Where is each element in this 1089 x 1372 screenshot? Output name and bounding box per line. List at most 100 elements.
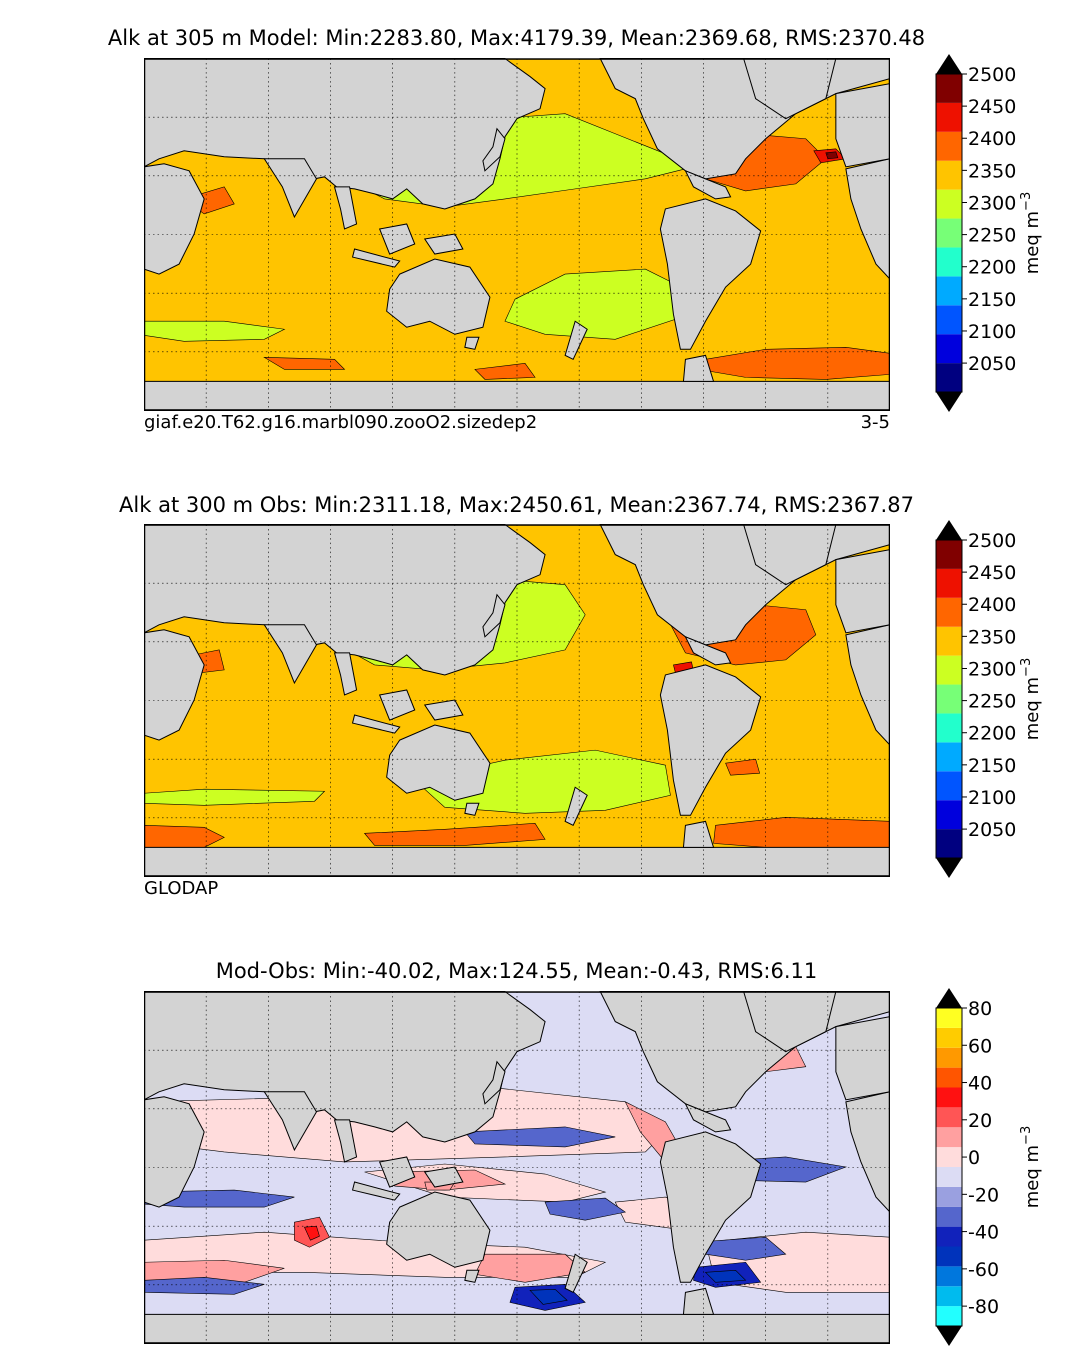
land-mass (659, 664, 762, 816)
colorbar-extend-max (936, 54, 962, 74)
panel1-footer-left: giaf.e20.T62.g16.marbl090.zooO2.sizedep2 (144, 412, 538, 433)
contour-region (474, 363, 536, 380)
land-mass (835, 83, 890, 168)
land-mass (682, 820, 715, 848)
colorbar-tick-label: 2300 (968, 658, 1016, 680)
colorbar-extend-min (936, 858, 962, 878)
contour-region (144, 1189, 295, 1208)
colorbar-segment (936, 655, 962, 685)
land-mass (423, 1166, 464, 1188)
colorbar-tick-label: -20 (968, 1184, 999, 1206)
colorbar-segment (936, 829, 962, 858)
land-mass (835, 1016, 890, 1101)
colorbar-tick-label: 2250 (968, 691, 1016, 713)
contour-region (544, 1197, 627, 1221)
colorbar-segment (936, 247, 962, 277)
contour-region (704, 1269, 747, 1283)
land-mass (144, 163, 205, 275)
colorbar-tick-label: 2450 (968, 96, 1016, 118)
contour-region (144, 1259, 285, 1283)
land-mass (464, 336, 480, 350)
land-mass (684, 635, 732, 666)
colorbar-tick-label: 60 (968, 1035, 992, 1057)
colorbar-segment (936, 568, 962, 598)
colorbar-unit-exponent: −3 (1019, 192, 1034, 211)
colorbar-segment (936, 1246, 962, 1267)
colorbar-extend-max (936, 988, 962, 1008)
colorbar-frame (935, 1007, 963, 1327)
colorbar-unit-label: meq m−3 (1019, 658, 1043, 740)
colorbar-segment (936, 771, 962, 801)
land-mass (378, 689, 416, 721)
land-mass (351, 248, 401, 268)
panel2-map (144, 524, 890, 877)
contour-region (725, 758, 761, 776)
colorbar-segment (936, 713, 962, 743)
colorbar-tick-label: 2100 (968, 787, 1016, 809)
colorbar-segment (936, 1167, 962, 1187)
colorbar-tick-label: -80 (968, 1296, 999, 1318)
colorbar-segment (936, 363, 962, 392)
land-mass (835, 549, 890, 634)
contour-region (825, 151, 839, 160)
land-mass (423, 233, 464, 255)
panel2-colorbar: 2050 2100 2150 2200 2250 2300 2350 2400 2450 2500… (935, 520, 1043, 878)
land-mass (482, 127, 506, 172)
colorbar-tick-label: 2400 (968, 594, 1016, 616)
colorbar-frame (935, 539, 963, 859)
colorbar-tick-label: 2500 (968, 530, 1016, 552)
colorbar-tick-label: 2200 (968, 257, 1016, 279)
colorbar-tick-label: 2350 (968, 626, 1016, 648)
colorbar-segment (936, 800, 962, 830)
contour-region (464, 1126, 616, 1148)
land-mass (423, 699, 464, 721)
colorbar-segment (936, 160, 962, 190)
panel2-title: Alk at 300 m Obs: Min:2311.18, Max:2450.… (119, 493, 914, 517)
colorbar-segment (936, 1306, 962, 1326)
colorbar-segment (936, 1008, 962, 1028)
colorbar-segment (936, 131, 962, 161)
colorbar-extend-max (936, 520, 962, 540)
contour-region (705, 347, 890, 380)
land-mass (482, 1060, 506, 1105)
map-frame (144, 991, 890, 1344)
panel2-footer-left: GLODAP (144, 878, 219, 899)
colorbar-tick-label: -60 (968, 1259, 999, 1281)
colorbar-tick-label: 2050 (968, 819, 1016, 841)
colorbar-extend-min (936, 1326, 962, 1346)
panel1-title: Alk at 305 m Model: Min:2283.80, Max:417… (107, 26, 926, 50)
land-mass (351, 1181, 401, 1201)
land-mass (845, 158, 890, 280)
land-mass (845, 624, 890, 746)
colorbar-tick-label: 2250 (968, 225, 1016, 247)
colorbar-segment (936, 684, 962, 714)
land-mass (682, 1287, 715, 1315)
contour-region (144, 1276, 265, 1295)
map-frame (144, 524, 890, 877)
land-mass (144, 1096, 205, 1208)
colorbar-segment (936, 218, 962, 248)
land-mass (682, 354, 715, 382)
colorbar-segment (936, 1027, 962, 1048)
colorbar-segment (936, 1226, 962, 1247)
colorbar-tick-label: 2200 (968, 723, 1016, 745)
colorbar-segment (936, 597, 962, 627)
colorbar-extend-min (936, 392, 962, 412)
colorbar-segment (936, 1206, 962, 1227)
colorbar-segment (936, 334, 962, 364)
colorbar-unit-label: meq m−3 (1019, 1126, 1043, 1208)
colorbar-segment (936, 540, 962, 569)
contour-region (713, 817, 890, 848)
land-mass (659, 198, 762, 350)
land-mass (564, 320, 588, 361)
land-mass (351, 714, 401, 734)
land-mass (564, 1253, 588, 1294)
colorbar-tick-label: 20 (968, 1110, 992, 1132)
contour-region (144, 825, 225, 848)
land-mass (333, 186, 358, 230)
colorbar-unit-label: meq m−3 (1019, 192, 1043, 274)
colorbar-segment (936, 1266, 962, 1287)
colorbar-tick-label: 40 (968, 1073, 992, 1095)
map-frame (144, 58, 890, 411)
land-mass (378, 1156, 416, 1188)
